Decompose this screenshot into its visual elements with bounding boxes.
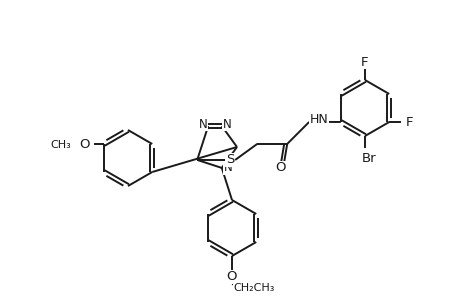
Text: S: S (225, 153, 234, 167)
Text: CH₃: CH₃ (50, 140, 71, 150)
Text: O: O (226, 271, 237, 284)
Text: N: N (223, 161, 232, 174)
Text: CH₂CH₃: CH₂CH₃ (233, 283, 274, 293)
Text: F: F (405, 116, 412, 128)
Text: F: F (360, 56, 368, 68)
Text: O: O (79, 137, 90, 151)
Text: N: N (222, 118, 231, 130)
Text: N: N (198, 118, 207, 130)
Text: HN: HN (309, 113, 328, 126)
Text: O: O (274, 161, 285, 174)
Text: Br: Br (361, 152, 375, 164)
